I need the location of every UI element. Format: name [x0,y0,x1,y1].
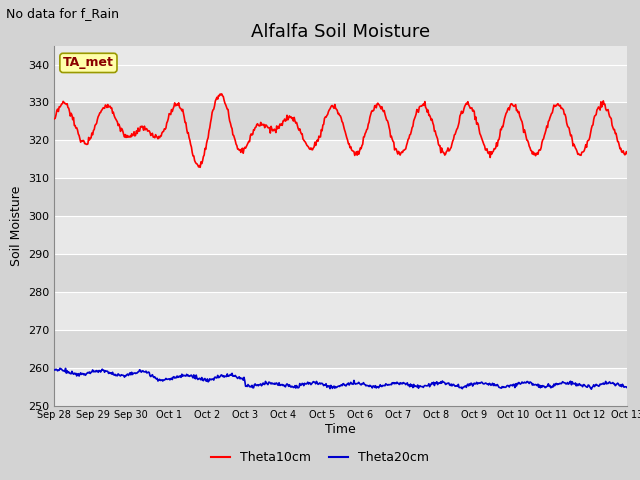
Bar [54,64,627,102]
Theta20cm [209,376,217,382]
Theta10cm [412,111,420,117]
Theta10cm [209,107,217,113]
Bar [54,330,627,368]
Text: TA_met: TA_met [63,56,114,70]
Y-axis label: Soil Moisture: Soil Moisture [10,185,23,266]
Theta10cm [51,116,58,121]
Line: Theta10cm: Theta10cm [54,94,627,168]
Theta20cm [623,385,631,391]
Bar [54,102,627,140]
Bar [54,368,627,406]
Bar [54,178,627,216]
Theta10cm [120,132,127,138]
Theta20cm [56,365,64,371]
X-axis label: Time: Time [325,423,356,436]
Theta10cm [429,120,436,126]
Legend: Theta10cm, Theta20cm: Theta10cm, Theta20cm [206,446,434,469]
Theta10cm [178,108,186,114]
Line: Theta20cm: Theta20cm [54,368,627,389]
Bar [54,140,627,178]
Theta10cm [623,150,631,156]
Bar [54,292,627,330]
Theta20cm [61,365,69,371]
Bar [54,254,627,292]
Theta10cm [61,101,68,107]
Theta20cm [588,386,595,392]
Theta10cm [218,91,225,97]
Text: No data for f_Rain: No data for f_Rain [6,7,120,20]
Theta20cm [51,367,58,373]
Theta20cm [121,374,129,380]
Bar [54,216,627,254]
Theta10cm [196,165,204,170]
Theta20cm [179,373,186,379]
Title: Alfalfa Soil Moisture: Alfalfa Soil Moisture [252,23,430,41]
Theta20cm [428,380,436,385]
Theta20cm [412,383,419,389]
